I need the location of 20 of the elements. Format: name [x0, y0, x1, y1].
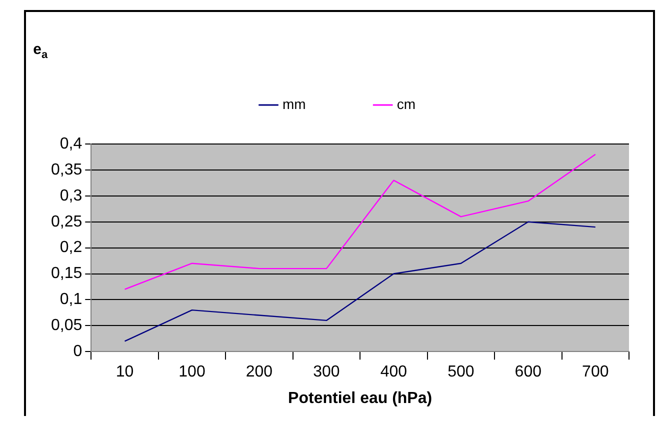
y-tick-label: 0,1 [60, 291, 82, 308]
y-tick-label: 0,15 [51, 265, 82, 282]
x-tick-label: 10 [116, 364, 134, 381]
y-tick-label: 0,3 [60, 187, 82, 204]
x-tick-label: 400 [380, 364, 408, 381]
x-tick-label: 700 [582, 364, 609, 381]
x-axis-title: Potentiel eau (hPa) [288, 390, 432, 407]
y-tick-label: 0,2 [60, 239, 82, 256]
legend-label: mm [282, 96, 306, 112]
legend-label: cm [396, 96, 416, 112]
y-tick-label: 0 [73, 343, 82, 360]
y-tick-label: 0,25 [51, 213, 82, 230]
x-tick-label: 100 [178, 364, 206, 381]
y-tick-label: 0,05 [51, 317, 82, 334]
x-tick-label: 500 [448, 364, 474, 381]
x-tick-label: 200 [246, 364, 273, 381]
x-tick-label: 300 [313, 364, 340, 381]
y-tick-label: 0,35 [51, 161, 82, 178]
x-tick-label: 600 [514, 364, 542, 381]
y-tick-label: 0,4 [60, 135, 82, 152]
